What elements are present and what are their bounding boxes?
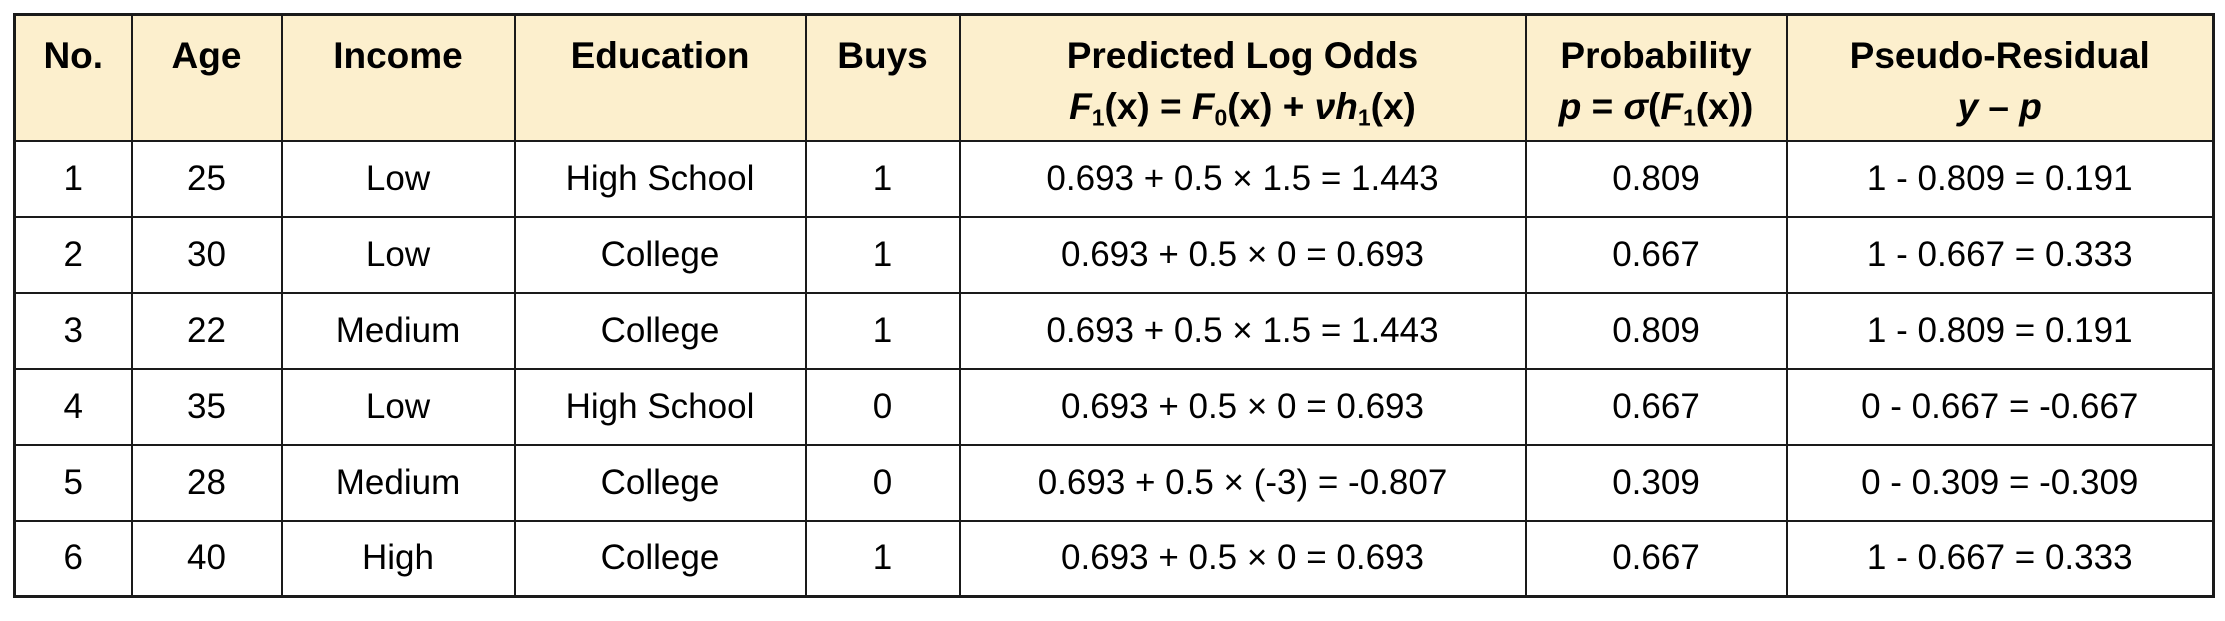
table-row: 2 30 Low College 1 0.693 + 0.5 × 0 = 0.6…: [13, 215, 2215, 294]
cell-log-odds: 0.693 + 0.5 × 0 = 0.693: [958, 519, 1527, 598]
formula-part: (x) =: [1104, 86, 1192, 128]
cell-education: College: [513, 443, 807, 522]
cell-pseudo-residual: 0 - 0.667 = -0.667: [1785, 367, 2215, 446]
cell-education: College: [513, 215, 807, 294]
cell-log-odds: 0.693 + 0.5 × 0 = 0.693: [958, 367, 1527, 446]
column-title-pseudo-residual: Pseudo-Residual: [1849, 35, 2150, 76]
column-formula-probability: p = σ(F1(x)): [1528, 81, 1785, 134]
cell-age: 35: [130, 367, 283, 446]
column-header-pseudo-residual: Pseudo-Residual y – p: [1785, 13, 2215, 142]
column-header-probability: Probability p = σ(F1(x)): [1524, 13, 1788, 142]
table-body: 1 25 Low High School 1 0.693 + 0.5 × 1.5…: [13, 139, 2215, 598]
cell-income: High: [280, 519, 516, 598]
column-title-age: Age: [171, 35, 242, 76]
column-header-buys: Buys: [804, 13, 961, 142]
cell-buys: 1: [804, 139, 961, 218]
cell-pseudo-residual: 1 - 0.809 = 0.191: [1785, 139, 2215, 218]
column-header-age: Age: [130, 13, 283, 142]
formula-part: y: [1957, 86, 1979, 128]
formula-part: 1: [1357, 104, 1371, 131]
table-row: 3 22 Medium College 1 0.693 + 0.5 × 1.5 …: [13, 291, 2215, 370]
cell-buys: 0: [804, 443, 961, 522]
cell-probability: 0.309: [1524, 443, 1788, 522]
cell-buys: 1: [804, 215, 961, 294]
column-header-no: No.: [13, 13, 133, 142]
cell-buys: 1: [804, 519, 961, 598]
formula-part: 0: [1214, 104, 1228, 131]
cell-no: 2: [13, 215, 133, 294]
cell-buys: 0: [804, 367, 961, 446]
formula-part: (x) +: [1227, 86, 1315, 128]
header-row: No. Age Income Education Buys Predicted …: [13, 13, 2215, 142]
cell-log-odds: 0.693 + 0.5 × 1.5 = 1.443: [958, 139, 1527, 218]
cell-pseudo-residual: 0 - 0.309 = -0.309: [1785, 443, 2215, 522]
cell-education: High School: [513, 139, 807, 218]
formula-part: F: [1660, 86, 1683, 128]
formula-part: 1: [1091, 104, 1105, 131]
cell-probability: 0.667: [1524, 367, 1788, 446]
formula-part: νh: [1314, 86, 1358, 128]
table-header: No. Age Income Education Buys Predicted …: [13, 13, 2215, 142]
cell-probability: 0.667: [1524, 519, 1788, 598]
cell-no: 1: [13, 139, 133, 218]
column-title-no: No.: [43, 35, 104, 76]
cell-no: 4: [13, 367, 133, 446]
cell-age: 28: [130, 443, 283, 522]
cell-log-odds: 0.693 + 0.5 × 1.5 = 1.443: [958, 291, 1527, 370]
cell-education: High School: [513, 367, 807, 446]
formula-part: F: [1069, 86, 1092, 128]
column-header-log-odds: Predicted Log Odds F1(x) = F0(x) + νh1(x…: [958, 13, 1527, 142]
cell-age: 30: [130, 215, 283, 294]
cell-pseudo-residual: 1 - 0.809 = 0.191: [1785, 291, 2215, 370]
cell-age: 22: [130, 291, 283, 370]
cell-no: 3: [13, 291, 133, 370]
column-title-income: Income: [333, 35, 463, 76]
formula-part: (: [1648, 86, 1661, 128]
column-header-education: Education: [513, 13, 807, 142]
cell-income: Low: [280, 367, 516, 446]
column-title-buys: Buys: [837, 35, 928, 76]
cell-log-odds: 0.693 + 0.5 × (-3) = -0.807: [958, 443, 1527, 522]
formula-part: (x)): [1695, 86, 1754, 128]
formula-part: σ: [1623, 86, 1649, 128]
column-title-probability: Probability: [1560, 35, 1752, 76]
cell-probability: 0.809: [1524, 139, 1788, 218]
cell-income: Low: [280, 139, 516, 218]
cell-pseudo-residual: 1 - 0.667 = 0.333: [1785, 519, 2215, 598]
column-title-education: Education: [570, 35, 750, 76]
cell-education: College: [513, 519, 807, 598]
boosting-iteration-table: No. Age Income Education Buys Predicted …: [13, 13, 2215, 598]
cell-age: 25: [130, 139, 283, 218]
cell-age: 40: [130, 519, 283, 598]
cell-no: 5: [13, 443, 133, 522]
cell-income: Low: [280, 215, 516, 294]
table-row: 6 40 High College 1 0.693 + 0.5 × 0 = 0.…: [13, 519, 2215, 598]
cell-buys: 1: [804, 291, 961, 370]
column-header-income: Income: [280, 13, 516, 142]
formula-part: p: [1558, 86, 1582, 128]
column-title-log-odds: Predicted Log Odds: [1066, 35, 1419, 76]
formula-part: 1: [1682, 104, 1696, 131]
column-formula-pseudo-residual: y – p: [1789, 81, 2212, 132]
table-row: 4 35 Low High School 0 0.693 + 0.5 × 0 =…: [13, 367, 2215, 446]
cell-probability: 0.667: [1524, 215, 1788, 294]
table-row: 5 28 Medium College 0 0.693 + 0.5 × (-3)…: [13, 443, 2215, 522]
formula-part: –: [1978, 86, 2020, 128]
table-row: 1 25 Low High School 1 0.693 + 0.5 × 1.5…: [13, 139, 2215, 218]
cell-income: Medium: [280, 291, 516, 370]
formula-part: (x): [1370, 86, 1416, 128]
formula-part: =: [1581, 86, 1624, 128]
cell-education: College: [513, 291, 807, 370]
cell-no: 6: [13, 519, 133, 598]
formula-part: p: [2019, 86, 2042, 128]
column-formula-log-odds: F1(x) = F0(x) + νh1(x): [962, 81, 1524, 134]
cell-income: Medium: [280, 443, 516, 522]
cell-log-odds: 0.693 + 0.5 × 0 = 0.693: [958, 215, 1527, 294]
cell-pseudo-residual: 1 - 0.667 = 0.333: [1785, 215, 2215, 294]
formula-part: F: [1191, 86, 1215, 128]
cell-probability: 0.809: [1524, 291, 1788, 370]
